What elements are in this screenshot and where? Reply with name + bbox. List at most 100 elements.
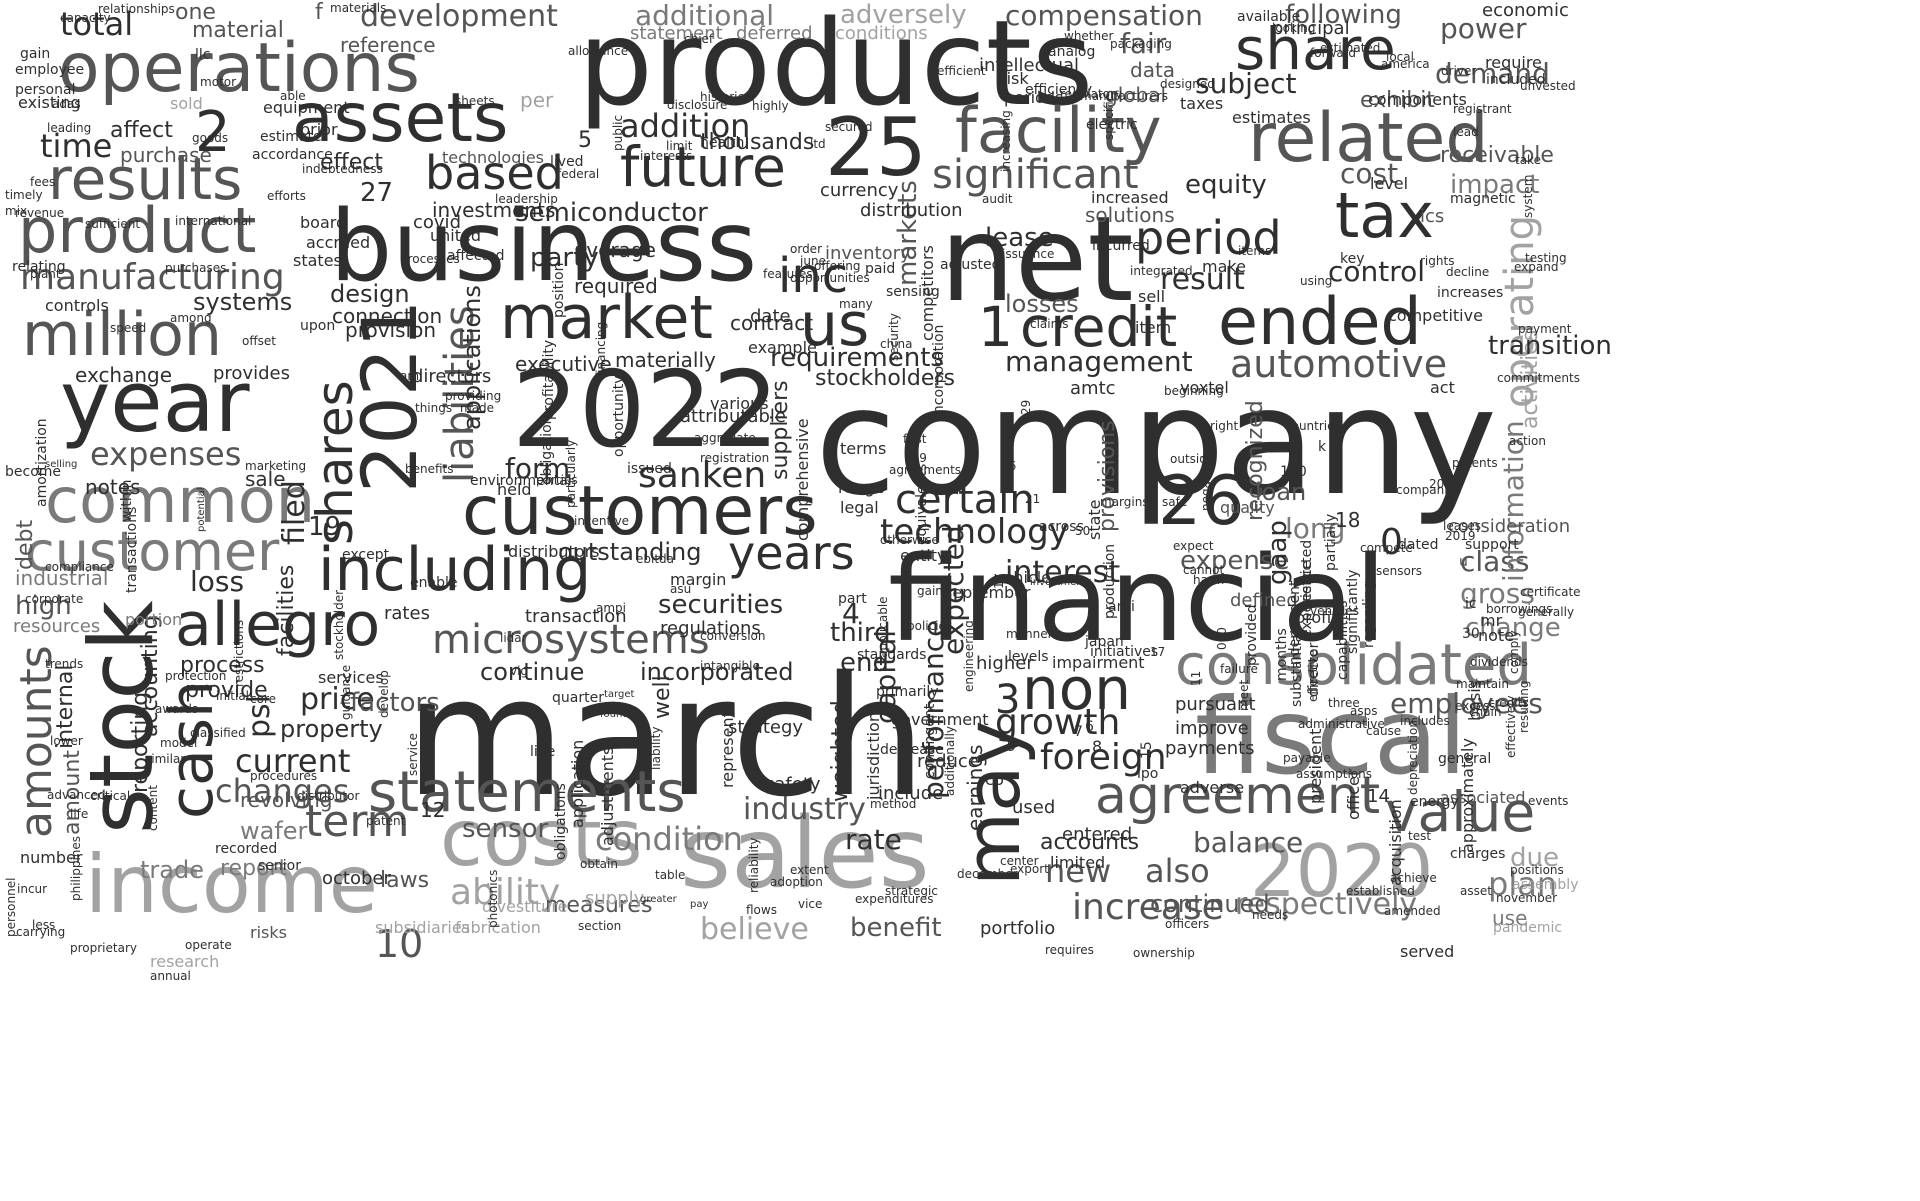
word-customer: customer (25, 520, 280, 583)
word-items: items (1238, 244, 1272, 258)
word-4: 4 (842, 597, 860, 630)
word-first: first (903, 432, 927, 446)
word-transition: transition (1488, 331, 1612, 361)
word-senior: senior (258, 858, 301, 874)
word-100: 100 (1280, 464, 1307, 480)
word-efficiency: efficiency (1025, 82, 1093, 98)
word-25: 25 (825, 101, 927, 194)
word-pandemic: pandemic (1493, 920, 1563, 936)
word-one: one (175, 0, 216, 25)
word-distribution: distribution (860, 200, 963, 221)
word-financing: financing (594, 321, 608, 377)
word-comply: comply (1507, 630, 1521, 674)
word-credit: credit (1020, 295, 1178, 359)
word-sufficient: sufficient (85, 217, 141, 231)
word-provides: provides (213, 363, 290, 384)
word-report: report (220, 856, 288, 881)
word-generally: generally (1518, 605, 1575, 619)
word-benefit: benefit (850, 913, 942, 943)
word-achieve: achieve (1390, 871, 1437, 885)
word-selling: selling (45, 459, 78, 470)
word-integrated: integrated (1130, 264, 1193, 278)
word-sales: sales (680, 797, 930, 911)
word-form: form (505, 452, 571, 485)
word-resulting: resulting (1517, 680, 1531, 733)
word-negatively: negatively (1199, 448, 1213, 511)
word-increase: increase (1072, 887, 1224, 928)
word-level: level (1370, 174, 1409, 193)
word-initial: initial (216, 689, 249, 703)
word-available: available (1237, 9, 1301, 25)
word-registration: registration (700, 451, 770, 465)
word-decrease: decrease (880, 742, 944, 758)
word-patents: patents (1452, 456, 1498, 470)
word-meet: meet (1237, 679, 1251, 711)
word-service: service (406, 733, 420, 776)
word-inc: inc (778, 248, 849, 304)
word-assets: assets (292, 79, 509, 158)
word-motor: motor (200, 75, 237, 89)
word-designed: designed (1160, 77, 1215, 91)
word-center: center (1000, 854, 1039, 868)
word-margin: margin (670, 570, 727, 589)
word-philippines: philippines (69, 835, 83, 901)
word-range: range (838, 478, 885, 497)
word-personnel: personnel (4, 877, 18, 937)
word-america: america (1381, 57, 1430, 71)
word-offering: offering (814, 259, 861, 273)
word-subsidiaries: subsidiaries (375, 918, 471, 937)
word-plant: plant (30, 267, 61, 281)
word-loss: loss (190, 565, 245, 598)
word-2: 2 (195, 100, 231, 165)
word-advanced: advanced (47, 788, 106, 802)
word-timely: timely (5, 188, 43, 202)
word-ownership: ownership (1133, 946, 1195, 960)
word-amended: amended (1384, 904, 1441, 918)
word-also: also (1145, 852, 1210, 890)
word-health: health (700, 135, 745, 151)
word-suppliers: suppliers (768, 380, 793, 480)
word-periods: periods (1004, 88, 1064, 107)
word-able: able (280, 89, 306, 103)
word-non: non (1022, 655, 1132, 723)
word-issuance: issuance (1002, 247, 1055, 261)
word-contract: contract (730, 311, 814, 335)
word-right: right (1210, 419, 1239, 433)
word-substantial: substantial (1289, 629, 1305, 707)
word-depreciation: depreciation (1406, 720, 1420, 795)
word-limited: limited (1050, 853, 1106, 872)
word-costs: costs (440, 794, 643, 884)
word-manufacturing: manufacturing (20, 257, 285, 298)
word-vice: vice (798, 897, 823, 911)
word-supply: supply (585, 888, 645, 909)
word-defined: defined (1230, 590, 1298, 611)
word-trends: trends (45, 657, 84, 671)
word-growth: growth (995, 702, 1121, 743)
word-per: per (520, 88, 554, 112)
word-legal: legal (840, 498, 879, 517)
word-amtc: amtc (1070, 378, 1116, 399)
word-management: management (1005, 345, 1193, 378)
word-leading: leading (47, 121, 92, 135)
word-3: 3 (995, 677, 1021, 723)
word-automotive: automotive (1230, 342, 1448, 386)
word-following: following (1285, 0, 1402, 30)
word-three: three (1328, 696, 1360, 710)
word-held: held (497, 480, 532, 499)
word-operations: operations (58, 29, 420, 108)
word-transactions: transactions (124, 506, 140, 593)
word-impairment: impairment (1052, 653, 1145, 672)
word-pursuant: pursuant (1175, 694, 1256, 715)
word-months: months (1274, 628, 1290, 681)
word-estimated: estimated (1320, 41, 1381, 55)
word-historical: historical (700, 90, 755, 104)
word-target: target (604, 689, 635, 700)
word-incurred: incurred (1092, 238, 1150, 254)
word-financial: financial (888, 530, 1387, 668)
word-factors: factors (350, 688, 440, 718)
word-products: products (578, 0, 1094, 132)
word-government: government (891, 710, 989, 729)
word-specific: specific (1102, 94, 1116, 140)
word-economic: economic (1482, 0, 1569, 21)
word-table: table (655, 868, 686, 882)
